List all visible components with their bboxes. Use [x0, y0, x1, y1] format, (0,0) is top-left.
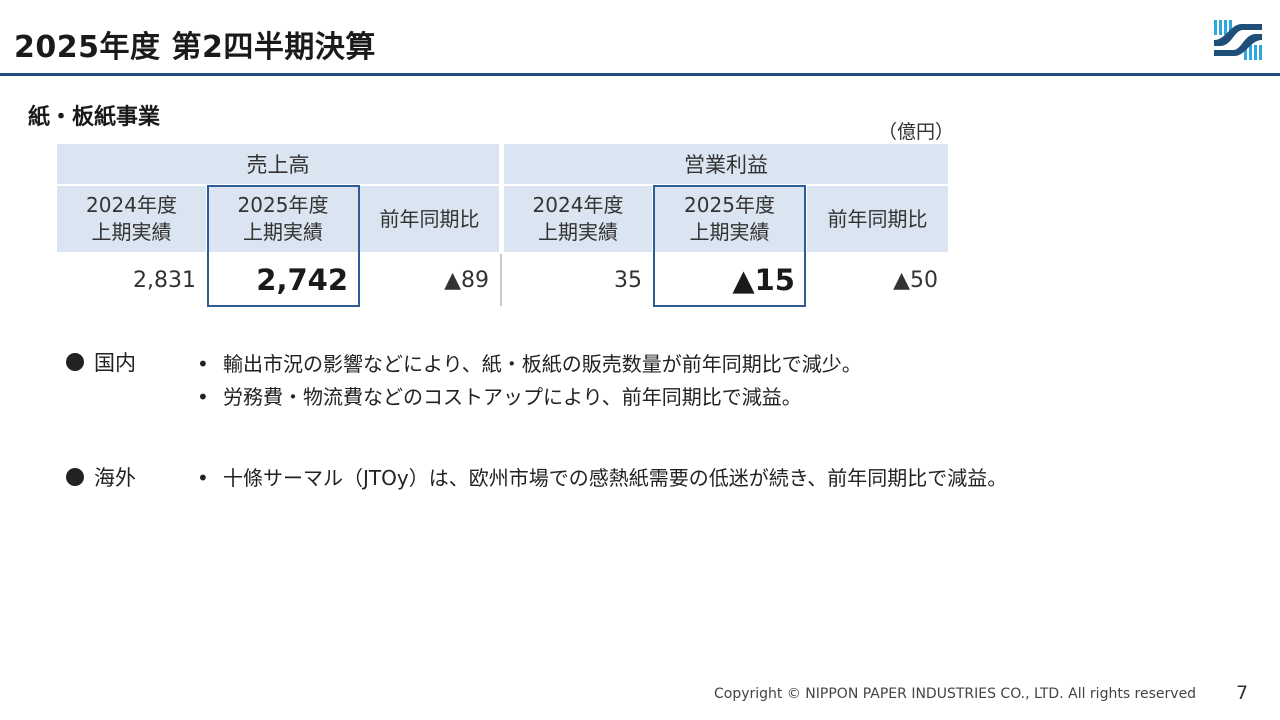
copyright-notice: Copyright © NIPPON PAPER INDUSTRIES CO.,…: [714, 686, 1197, 702]
value-sales-2025: 2,742: [256, 263, 348, 297]
bullet-point-icon: •: [197, 352, 209, 376]
col-header-profit-2025: 2025年度 上期実績: [654, 186, 805, 252]
note-item: • 十條サーマル（JTOy）は、欧州市場での感熱紙需要の低迷が続き、前年同期比で減…: [197, 466, 1008, 490]
col-header-sales-yoy: 前年同期比: [360, 186, 499, 252]
value-profit-2024: 35: [614, 267, 642, 293]
unit-label: （億円）: [878, 121, 955, 143]
section-title: 紙・板紙事業: [28, 105, 161, 130]
group-header-operating-profit: 営業利益: [504, 144, 948, 184]
col-header-profit-yoy: 前年同期比: [807, 186, 948, 252]
group-header-sales: 売上高: [57, 144, 499, 184]
bullet-point-icon: •: [197, 385, 209, 409]
note-item: • 輸出市況の影響などにより、紙・板紙の販売数量が前年同期比で減少。: [197, 352, 862, 376]
col-header-sales-2024: 2024年度 上期実績: [57, 186, 206, 252]
table-column-divider: [500, 254, 502, 306]
value-sales-2024: 2,831: [133, 267, 196, 293]
bullet-dot-icon: [66, 468, 84, 486]
page-title: 2025年度 第2四半期決算: [14, 30, 376, 65]
region-overseas: 海外: [66, 462, 136, 492]
company-logo-icon: [1214, 20, 1262, 60]
value-profit-yoy: ▲50: [893, 267, 938, 293]
bullet-dot-icon: [66, 353, 84, 371]
col-header-sales-2025: 2025年度 上期実績: [208, 186, 358, 252]
note-item: • 労務費・物流費などのコストアップにより、前年同期比で減益。: [197, 385, 802, 409]
title-divider: [0, 73, 1280, 76]
region-domestic: 国内: [66, 347, 136, 377]
value-sales-yoy: ▲89: [444, 267, 489, 293]
page-number: 7: [1236, 682, 1249, 704]
value-profit-2025: ▲15: [732, 263, 795, 297]
col-header-profit-2024: 2024年度 上期実績: [504, 186, 652, 252]
bullet-point-icon: •: [197, 466, 209, 490]
